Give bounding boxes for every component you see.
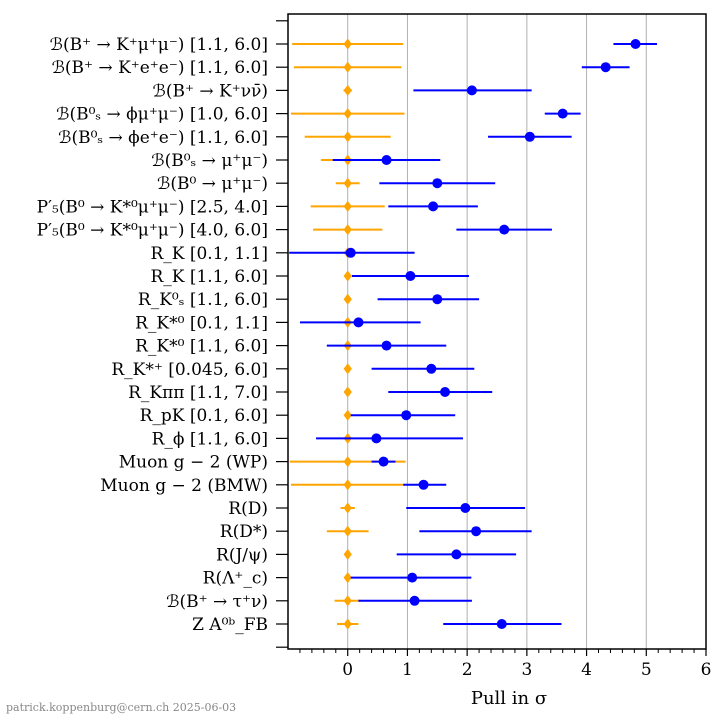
row-label: ℬ(B⁰ₛ → ϕμ⁺μ⁻) [1.0, 6.0] [56, 105, 268, 125]
x-tick-label: 2 [462, 660, 473, 680]
sm-diamond-marker [343, 618, 352, 630]
row-label: Muon g − 2 (WP) [119, 453, 268, 473]
measurement-point [378, 456, 389, 467]
sm-diamond-marker [343, 270, 352, 282]
row-label: Muon g − 2 (BMW) [100, 476, 268, 496]
measurement-point [630, 39, 641, 49]
row-label: R_K*⁺ [0.045, 6.0] [111, 360, 268, 380]
row-label: ℬ(B⁰ → μ⁺μ⁻) [157, 174, 268, 194]
measurement-point [345, 247, 356, 258]
measurement-point [557, 108, 568, 119]
x-tick-label: 1 [402, 660, 413, 680]
measurement-point [451, 549, 462, 560]
measurement-point [466, 85, 477, 96]
measurement-point [460, 503, 471, 513]
measurement-point [428, 201, 439, 212]
axes: 0 1 2 3 4 5 6 [276, 20, 712, 680]
row-label: ℬ(B⁺ → K⁺μ⁺μ⁻) [1.1, 6.0] [50, 35, 268, 55]
row-label: R_K*⁰ [1.1, 6.0] [135, 337, 268, 357]
sm-diamond-marker [343, 131, 352, 143]
row-label: R_pK [0.1, 6.0] [140, 406, 268, 426]
row-label: ℬ(B⁰ₛ → μ⁺μ⁻) [151, 151, 268, 171]
x-tick-label: 6 [701, 660, 712, 680]
row-label: R_K [0.1, 1.1] [150, 244, 268, 264]
measurement-point [440, 387, 451, 397]
measurement-point [600, 62, 611, 73]
row-label: R_K [1.1, 6.0] [150, 267, 268, 287]
measurement-point [401, 410, 412, 421]
row-label: R_K⁰ₛ [1.1, 6.0] [138, 290, 268, 310]
measurement-point [381, 155, 392, 165]
row-label: R_ϕ [1.1, 6.0] [152, 429, 268, 449]
measurement-point [496, 619, 507, 629]
row-label: R(D) [228, 499, 268, 519]
row-label: ℬ(B⁺ → K⁺νν̄) [153, 81, 269, 101]
measurement-point [432, 178, 443, 189]
sm-diamond-marker [343, 108, 352, 120]
sm-diamond-marker [343, 293, 352, 305]
plot-frame [287, 13, 707, 650]
row-label: R_Kππ [1.1, 7.0] [128, 383, 268, 403]
x-tick-label: 0 [342, 660, 353, 680]
measurement-point [371, 433, 382, 444]
x-axis-title: Pull in σ [471, 688, 547, 709]
author-credit: patrick.koppenburg@cern.ch 2025-06-03 [6, 701, 236, 714]
sm-diamond-marker [343, 409, 352, 421]
sm-diamond-marker [343, 224, 352, 236]
sm-diamond-marker [343, 38, 352, 50]
measurement-point [405, 271, 416, 281]
row-label: R(J/ψ) [216, 545, 268, 565]
row-labels: ℬ(B⁺ → K⁺μ⁺μ⁻) [1.1, 6.0] ℬ(B⁺ → K⁺e⁺e⁻) … [37, 35, 268, 635]
row-label: ℬ(B⁺ → K⁺e⁺e⁻) [1.1, 6.0] [52, 58, 268, 78]
data-series [289, 38, 658, 630]
measurement-point [432, 294, 443, 305]
x-tick-label: 5 [641, 660, 652, 680]
row-label: R(D*) [220, 522, 268, 542]
row-label: Z A⁰ᵇ_FB [192, 615, 268, 635]
row-label: R(Λ⁺_c) [203, 569, 268, 589]
sm-diamond-marker [343, 502, 352, 514]
sm-diamond-marker [343, 479, 352, 491]
measurement-point [353, 317, 364, 328]
sm-diamond-marker [343, 84, 352, 96]
measurement-point [407, 572, 418, 583]
x-tick-label: 4 [581, 660, 592, 680]
measurement-point [524, 131, 535, 142]
sm-diamond-marker [343, 386, 352, 398]
measurement-point [426, 363, 437, 374]
sm-diamond-marker [343, 177, 352, 189]
sm-diamond-marker [343, 595, 352, 607]
measurement-point [381, 340, 392, 351]
row-label: ℬ(B⁺ → τ⁺ν) [166, 592, 268, 612]
row-label: P′₅(B⁰ → K*⁰μ⁺μ⁻) [2.5, 4.0] [37, 197, 268, 217]
row-label: P′₅(B⁰ → K*⁰μ⁺μ⁻) [4.0, 6.0] [37, 221, 268, 241]
sm-diamond-marker [343, 61, 352, 73]
sm-diamond-marker [343, 572, 352, 584]
x-tick-label: 3 [521, 660, 532, 680]
sm-diamond-marker [343, 363, 352, 375]
row-label: R_K*⁰ [0.1, 1.1] [135, 313, 268, 333]
sm-diamond-marker [343, 548, 352, 560]
row-label: ℬ(B⁰ₛ → ϕe⁺e⁻) [1.1, 6.0] [58, 128, 268, 148]
sm-diamond-marker [343, 200, 352, 212]
measurement-point [499, 224, 510, 235]
measurement-point [409, 595, 420, 606]
measurement-point [418, 479, 429, 490]
sm-diamond-marker [343, 525, 352, 537]
measurement-point [471, 526, 482, 537]
sm-diamond-marker [343, 456, 352, 468]
